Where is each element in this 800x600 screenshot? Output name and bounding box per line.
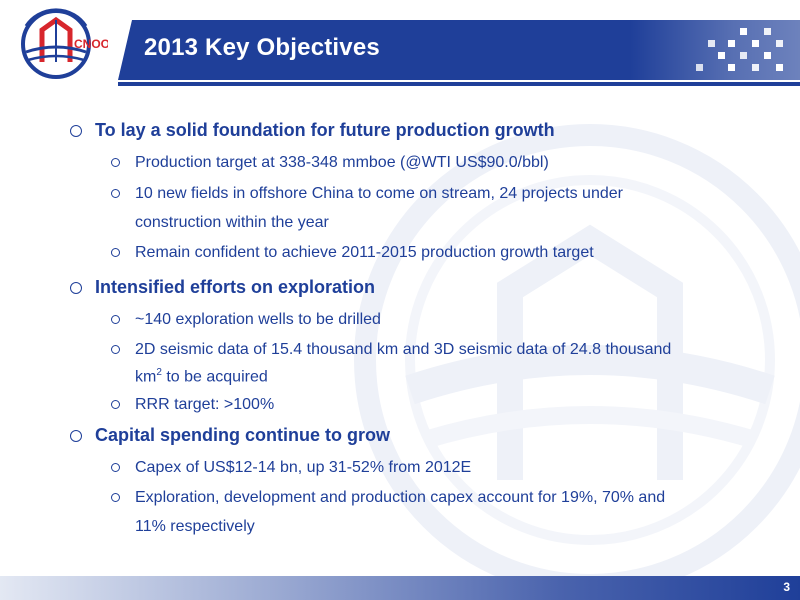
bullet-icon [70, 282, 82, 294]
logo-text: CNOOC [74, 37, 108, 51]
sub-bullet-icon [111, 315, 120, 324]
section-heading: Intensified efforts on exploration [95, 277, 376, 297]
superscript: 2 [156, 367, 162, 378]
list-item: 10 new fields in offshore China to come … [135, 185, 623, 202]
page-number: 3 [783, 580, 790, 594]
list-item-tail: to be acquired [161, 368, 268, 386]
bullet-icon [70, 430, 82, 442]
bullet-icon [70, 125, 82, 137]
pixel-pattern-decoration [696, 28, 783, 71]
list-item: Remain confident to achieve 2011-2015 pr… [135, 244, 594, 261]
sub-bullet-icon [111, 493, 120, 502]
sub-bullet-icon [111, 345, 120, 354]
list-item: 2D seismic data of 15.4 thousand km and … [135, 341, 672, 358]
list-item-continuation: construction within the year [135, 214, 329, 231]
footer-bar: 3 [0, 576, 800, 600]
title-bar [118, 20, 800, 80]
section-heading: Capital spending continue to grow [95, 425, 390, 445]
list-item: RRR target: >100% [135, 396, 275, 413]
title-bar-fade [630, 20, 800, 80]
sub-bullet-icon [111, 189, 120, 198]
list-item: ~140 exploration wells to be drilled [135, 311, 381, 328]
list-item: Exploration, development and production … [135, 489, 666, 506]
title-bar-notch [118, 20, 132, 80]
sub-bullet-icon [111, 158, 120, 167]
title-underline [118, 82, 800, 86]
section-heading: To lay a solid foundation for future pro… [95, 120, 555, 140]
page-title: 2013 Key Objectives [144, 34, 380, 61]
cnooc-logo: CNOOC [21, 8, 108, 79]
sub-bullet-icon [111, 463, 120, 472]
list-item: Capex of US$12-14 bn, up 31-52% from 201… [135, 459, 472, 476]
list-item-continuation: km2 to be acquired [135, 367, 268, 386]
list-item-continuation: 11% respectively [135, 518, 255, 535]
unit-km: km [135, 368, 157, 386]
sub-bullet-icon [111, 400, 120, 409]
sub-bullet-icon [111, 248, 120, 257]
list-item: Production target at 338-348 mmboe (@WTI… [135, 154, 549, 171]
